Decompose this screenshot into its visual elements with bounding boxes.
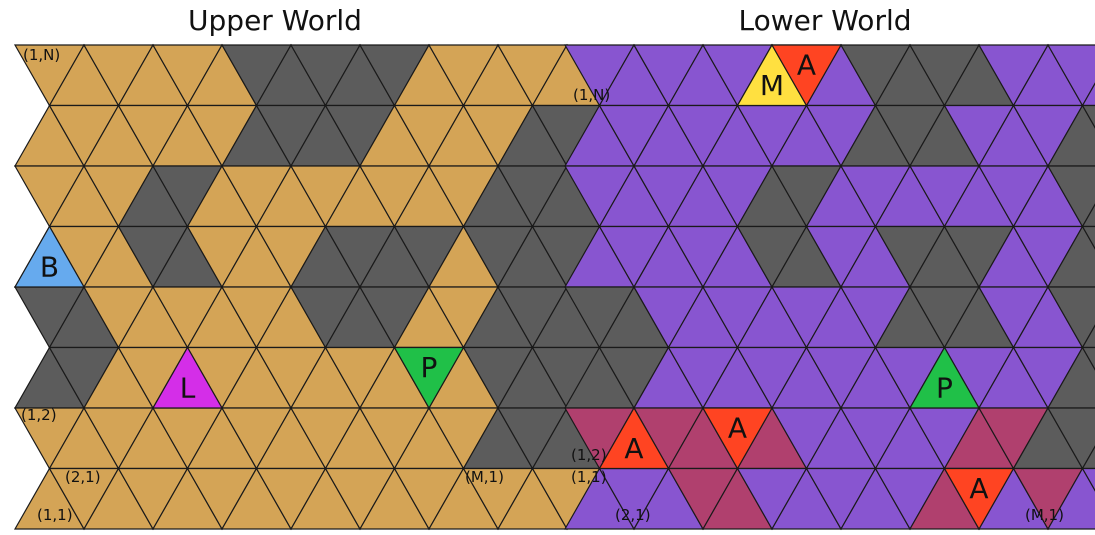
coordinate-label: (1,2) — [21, 406, 57, 424]
coordinate-label: (M,1) — [465, 468, 504, 486]
grid-cell — [1081, 203, 1095, 228]
grid-cell — [1081, 82, 1095, 107]
grid-cell — [1046, 165, 1095, 228]
coordinate-label: (1,N) — [573, 86, 610, 104]
grid-cell — [1046, 44, 1095, 107]
special-cell-label: A — [969, 472, 988, 505]
lower-world-title: Lower World — [738, 4, 912, 37]
grid-cell — [1081, 445, 1095, 470]
special-cell-p — [908, 346, 981, 409]
grid-cell — [1046, 286, 1095, 349]
coordinate-label: (1,1) — [37, 506, 73, 524]
grid-cell — [1081, 225, 1095, 250]
special-cell-a — [701, 407, 774, 470]
special-cell-label: M — [760, 69, 784, 102]
upper-world-grid: B L P (1,N) (1,2) (2,1) (1,1) (M,1) — [13, 43, 603, 531]
special-cell-p — [393, 346, 465, 410]
grid-cell — [1081, 346, 1095, 371]
grid-cell — [1081, 104, 1095, 129]
grid-cell — [1046, 407, 1095, 470]
coordinate-label: (2,1) — [65, 468, 101, 486]
special-cell-label: A — [624, 432, 643, 465]
special-cell-b — [13, 225, 86, 288]
special-cell-l — [151, 346, 224, 409]
coordinate-label: (1,N) — [23, 46, 60, 64]
special-cell-label: P — [421, 351, 438, 384]
grid-cell — [1046, 467, 1095, 530]
coordinate-label: (1,2) — [571, 446, 607, 464]
special-cell-label: A — [728, 412, 747, 445]
coordinate-label: (M,1) — [1025, 506, 1064, 524]
grid-cell — [1081, 324, 1095, 349]
special-cell-label: B — [40, 250, 59, 283]
grid-cell — [1081, 467, 1095, 492]
special-cell-a — [598, 406, 670, 470]
coordinate-label: (2,1) — [615, 506, 651, 524]
upper-world-title: Upper World — [188, 4, 362, 37]
special-cell-label: P — [936, 371, 953, 404]
coordinate-label: (1,1) — [571, 468, 607, 486]
special-cell-label: A — [797, 49, 816, 82]
special-cell-label: L — [180, 371, 196, 404]
special-cell-a — [770, 44, 843, 107]
special-cell-a — [943, 467, 1015, 531]
